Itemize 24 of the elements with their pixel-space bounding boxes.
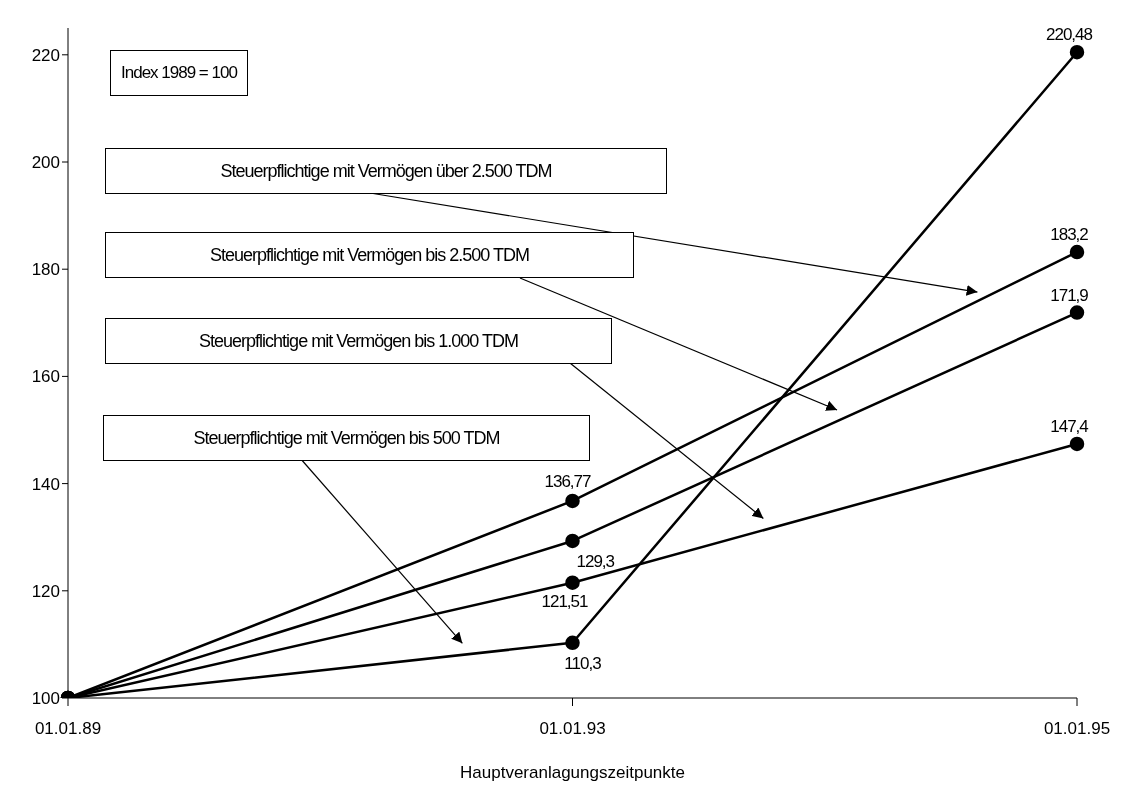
y-tick-label: 220 (31, 45, 60, 65)
data-label: 110,3 (564, 653, 602, 673)
label-box: Steuerpflichtige mit Vermögen bis 1.000 TDM (105, 318, 612, 364)
x-tick-label: 01.01.89 (34, 719, 102, 739)
y-tick-label: 200 (31, 153, 60, 173)
label-box: Steuerpflichtige mit Vermögen bis 500 TDM (103, 415, 590, 461)
x-axis-title: Hauptveranlagungszeitpunkte (460, 763, 685, 782)
data-label: 129,3 (576, 551, 615, 571)
y-tick-label: 140 (31, 474, 60, 494)
data-label: 136,77 (544, 471, 592, 491)
y-tick-label: 180 (31, 260, 60, 280)
data-label: 220,48 (1046, 25, 1093, 45)
x-tick-label: 01.01.95 (1043, 719, 1111, 739)
data-label: 183,2 (1050, 225, 1089, 245)
y-tick-label: 120 (31, 581, 60, 601)
label-box: Steuerpflichtige mit Vermögen über 2.500 TDM (105, 148, 667, 194)
label-box: Steuerpflichtige mit Vermögen bis 2.500 TDM (105, 232, 634, 278)
note-box: Index 1989 = 100 (110, 50, 248, 96)
data-label: 171,9 (1050, 285, 1089, 305)
data-label: 147,4 (1050, 416, 1089, 436)
x-tick-label: 01.01.93 (539, 719, 606, 739)
y-tick-label: 100 (31, 689, 60, 709)
data-label: 121,51 (541, 591, 589, 611)
y-tick-label: 160 (31, 367, 60, 387)
